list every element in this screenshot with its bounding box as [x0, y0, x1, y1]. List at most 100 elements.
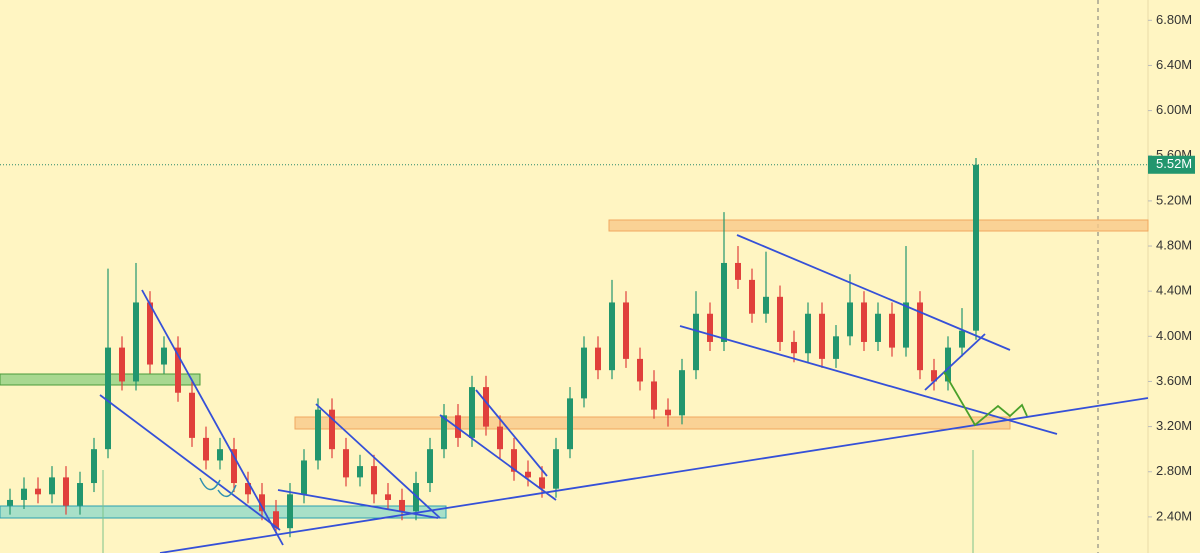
green-zone	[0, 373, 201, 386]
y-tick-label: 2.40M	[1156, 508, 1192, 523]
candle-body	[49, 477, 55, 495]
y-tick-label: 3.60M	[1156, 373, 1192, 388]
candle-body	[259, 494, 265, 512]
candle-body	[959, 330, 965, 348]
candle-body	[161, 347, 167, 365]
support-zone	[294, 416, 1011, 430]
candle-body	[875, 313, 881, 342]
candle-body	[595, 347, 601, 371]
candle-body	[903, 302, 909, 348]
candle-body	[819, 313, 825, 359]
candle-body	[833, 336, 839, 359]
candle-body	[511, 449, 517, 472]
candle-body	[399, 499, 405, 512]
candle-body	[567, 398, 573, 450]
candle-body	[735, 262, 741, 280]
y-tick-label: 6.80M	[1156, 12, 1192, 27]
y-tick-label: 4.80M	[1156, 237, 1192, 252]
trendline	[277, 489, 439, 519]
candle-body	[301, 460, 307, 495]
y-tick-label: 6.00M	[1156, 102, 1192, 117]
trendlines	[99, 234, 1149, 553]
candle-body	[749, 279, 755, 314]
candle-body	[931, 370, 937, 382]
candle-body	[147, 302, 153, 365]
candles	[7, 158, 979, 538]
candle-body	[763, 296, 769, 314]
candle-body	[777, 296, 783, 342]
candle-body	[707, 313, 713, 342]
candle-body	[637, 358, 643, 382]
candle-body	[21, 488, 27, 500]
candle-body	[525, 471, 531, 478]
trendline	[679, 325, 1058, 435]
y-tick-label: 6.40M	[1156, 57, 1192, 72]
last-price-label: 5.52M	[1156, 156, 1192, 171]
candle-body	[805, 313, 811, 354]
y-tick-label: 2.80M	[1156, 463, 1192, 478]
candle-body	[77, 483, 83, 506]
candle-body	[791, 341, 797, 354]
candle-body	[889, 313, 895, 348]
candle-body	[945, 347, 951, 382]
candle-body	[35, 488, 41, 495]
candle-body	[357, 466, 363, 478]
y-tick-label: 4.40M	[1156, 283, 1192, 298]
last-price-tag	[1148, 155, 1195, 174]
candle-body	[343, 449, 349, 478]
candle-body	[693, 313, 699, 371]
candle-body	[119, 347, 125, 382]
trendline	[475, 389, 548, 477]
candle-body	[245, 483, 251, 495]
candle-body	[287, 494, 293, 529]
candle-body	[329, 409, 335, 450]
candle-body	[679, 370, 685, 416]
wave-sketch	[199, 477, 237, 498]
candle-body	[455, 415, 461, 438]
candle-body	[63, 477, 69, 506]
resistance-zone	[608, 219, 1149, 232]
candle-body	[483, 387, 489, 427]
candle-body	[539, 477, 545, 489]
candle-body	[273, 511, 279, 529]
candle-body	[91, 449, 97, 484]
candle-body	[651, 381, 657, 410]
trendline	[141, 289, 284, 546]
y-tick-label: 4.00M	[1156, 328, 1192, 343]
candle-body	[189, 392, 195, 438]
candle-body	[385, 494, 391, 500]
y-tick-label: 3.20M	[1156, 418, 1192, 433]
candle-body	[609, 302, 615, 371]
candle-body	[581, 347, 587, 399]
candle-body	[315, 409, 321, 461]
candle-body	[497, 426, 503, 450]
candle-body	[469, 387, 475, 438]
candle-body	[441, 415, 447, 450]
candle-body	[175, 347, 181, 393]
trendline	[439, 414, 557, 501]
candle-body	[203, 437, 209, 461]
candle-body	[553, 449, 559, 489]
candle-body	[721, 262, 727, 342]
candle-body	[133, 302, 139, 382]
candle-body	[217, 449, 223, 461]
trendline	[315, 403, 441, 519]
candle-body	[973, 164, 979, 331]
candle-body	[427, 449, 433, 484]
candle-body	[847, 302, 853, 337]
candle-body	[371, 466, 377, 495]
candle-body	[623, 302, 629, 359]
projection-path	[943, 371, 1028, 427]
candle-body	[861, 302, 867, 342]
trendline	[924, 333, 986, 391]
trendline	[736, 234, 1011, 351]
trendline	[99, 394, 281, 531]
y-tick-label: 5.20M	[1156, 192, 1192, 207]
candle-body	[7, 499, 13, 506]
candle-body	[665, 409, 671, 416]
price-axis: 2.40M 2.80M 3.20M 3.60M 4.00M 4.40M 4.80M 5.20M…	[1148, 12, 1192, 523]
candle-body	[105, 347, 111, 450]
candle-body	[917, 302, 923, 371]
